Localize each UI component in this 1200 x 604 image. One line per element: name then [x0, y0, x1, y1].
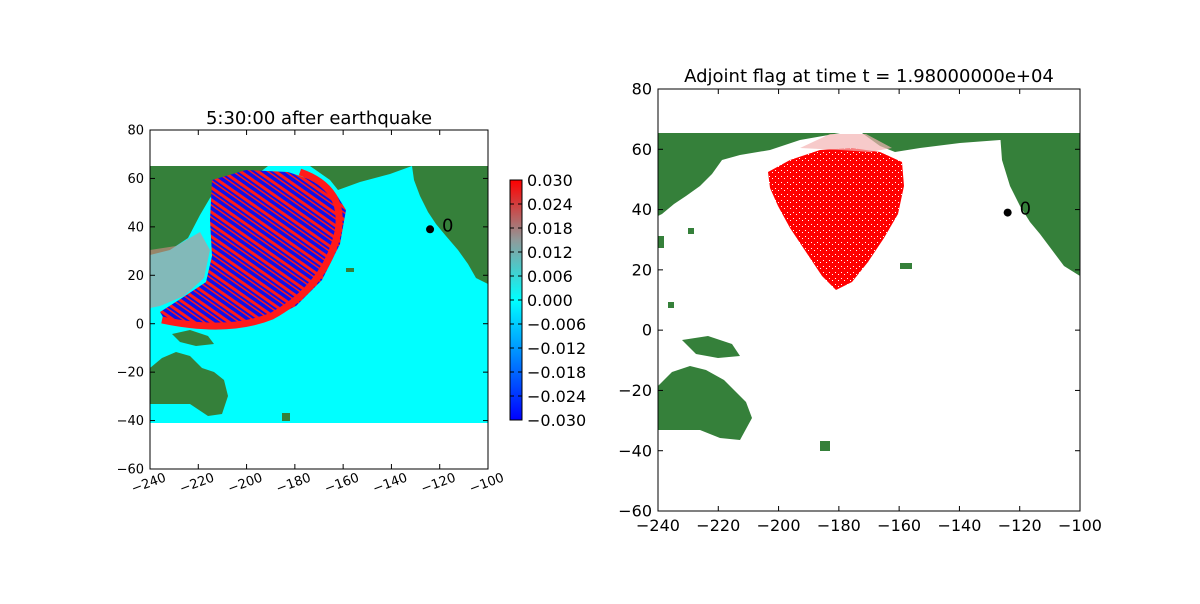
left-ytick-label: 20 [127, 269, 144, 284]
right-land-namerica [1000, 133, 1080, 276]
right-gauge-marker [1003, 208, 1012, 217]
colorbar-ticks: 0.030 0.024 0.018 0.012 0.006 0.000 −0.006 −0.0… [510, 171, 586, 430]
right-ticks: −240 −220 −200 −180 −160 −140 −120 −100−60−40−2… [618, 80, 1102, 535]
right-ytick-label: 0 [642, 321, 652, 340]
right-land-islet-3 [688, 228, 694, 234]
right-axes-frame [657, 88, 1081, 512]
left-land-namerica [412, 166, 488, 284]
left-land-island-2 [346, 268, 354, 272]
right-gauge-label: 0 [1020, 199, 1031, 220]
right-ytick-label: 20 [632, 260, 652, 279]
colorbar-tick-label: 0.024 [527, 195, 573, 214]
right-gauge: 0 [1003, 199, 1031, 220]
left-wave-field [160, 170, 346, 328]
left-xtick-label: −100 [467, 471, 506, 497]
right-land-australia [658, 366, 752, 440]
right-xtick-label: −140 [937, 516, 981, 535]
colorbar-tick-label: −0.006 [527, 315, 586, 334]
left-gauge-marker [426, 225, 435, 234]
right-xtick-label: −100 [1058, 516, 1102, 535]
left-xtick-label: −180 [274, 471, 313, 497]
right-ytick-label: 80 [632, 80, 652, 99]
right-ytick-label: −40 [618, 441, 652, 460]
colorbar-tick-label: 0.000 [527, 291, 573, 310]
colorbar-tick-label: 0.012 [527, 243, 573, 262]
left-ytick-label: −20 [117, 366, 144, 381]
left-land-alaska [310, 166, 412, 190]
colorbar-tick-label: 0.030 [527, 171, 573, 190]
panel-left: 5:30:00 after earthquake −240 −220 −200 −18… [117, 108, 587, 497]
left-land-island [282, 413, 290, 421]
right-xtick-label: −120 [998, 516, 1042, 535]
colorbar-tick-label: 0.006 [527, 267, 573, 286]
left-xtick-label: −220 [178, 471, 217, 497]
right-ytick-label: −60 [618, 502, 652, 521]
left-wave-front [161, 168, 343, 330]
colorbar-tick-label: 0.018 [527, 219, 573, 238]
left-title: 5:30:00 after earthquake [206, 108, 432, 129]
colorbar-tick-label: −0.012 [527, 339, 586, 358]
left-gauge: 0 [426, 215, 454, 236]
right-ytick-label: 40 [632, 200, 652, 219]
left-ytick-label: 80 [127, 124, 144, 139]
left-wave-trail [150, 232, 210, 308]
left-land-indonesia [172, 330, 214, 346]
left-ytick-label: 60 [127, 172, 144, 187]
left-ytick-label: −60 [117, 463, 144, 478]
right-land-asia [658, 133, 840, 216]
colorbar-tick-label: −0.018 [527, 363, 586, 382]
left-xtick-label: −120 [419, 471, 458, 497]
right-xtick-label: −240 [636, 516, 680, 535]
right-xtick-label: −160 [877, 516, 921, 535]
right-land-islet-1 [658, 236, 664, 248]
left-xtick-label: −200 [226, 471, 265, 497]
left-ytick-label: −40 [117, 414, 144, 429]
left-xtick-label: −160 [323, 471, 362, 497]
right-flag-region [768, 148, 904, 290]
right-land-island-2 [900, 263, 912, 269]
right-land-indonesia [682, 336, 740, 358]
left-land-australia [150, 352, 228, 416]
colorbar: 0.030 0.024 0.018 0.012 0.006 0.000 −0.006 −0.0… [509, 171, 586, 430]
left-land-asia [150, 166, 268, 255]
left-xtick-label: −140 [371, 471, 410, 497]
right-title: Adjoint flag at time t = 1.98000000e+04 [684, 66, 1054, 87]
left-ytick-label: 40 [127, 220, 144, 235]
colorbar-tick-label: −0.030 [527, 411, 586, 430]
left-axes-frame [149, 129, 489, 470]
left-ytick-label: 0 [136, 317, 144, 332]
right-ytick-label: −20 [618, 381, 652, 400]
right-land-island [820, 441, 830, 451]
panel-right: Adjoint flag at time t = 1.98000000e+04 … [618, 66, 1102, 535]
right-xtick-label: −220 [696, 516, 740, 535]
right-ytick-label: 60 [632, 140, 652, 159]
left-gauge-label: 0 [442, 215, 453, 236]
right-xtick-label: −180 [817, 516, 861, 535]
right-flag-fringe [800, 134, 892, 152]
right-xtick-label: −200 [757, 516, 801, 535]
right-land-islet-2 [668, 302, 674, 308]
colorbar-tick-label: −0.024 [527, 387, 586, 406]
